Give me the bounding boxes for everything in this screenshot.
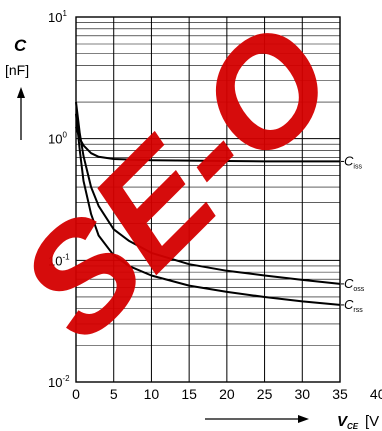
x-axis-symbol: V (337, 413, 349, 430)
x-tick-label: 15 (181, 386, 197, 402)
series-label-text: Ciss (344, 153, 362, 170)
x-tick-label: 10 (144, 386, 160, 402)
series-curve-iss (75, 126, 340, 163)
y-tick-label: 10-2 (48, 374, 70, 390)
x-axis-unit: [V (365, 413, 379, 430)
x-tick-label: 40 (370, 386, 382, 402)
x-axis-subscript: CE (347, 422, 359, 431)
y-tick-label: 100 (48, 131, 67, 147)
series-curve-rss (75, 113, 341, 306)
plot-frame (75, 16, 341, 383)
y-tick-label: 101 (48, 9, 67, 25)
watermark-text: SE-O (0, 0, 366, 371)
x-tick-label: 20 (219, 386, 235, 402)
x-tick-label: 35 (332, 386, 348, 402)
watermark: SE-O (0, 0, 366, 371)
x-tick-label: 30 (294, 386, 310, 402)
x-axis-arrow (205, 415, 309, 423)
series-label-text: Coss (344, 276, 365, 293)
x-tick-label: 0 (72, 386, 80, 402)
y-axis-symbol: C (14, 36, 27, 55)
y-axis-arrow (17, 87, 25, 140)
svg-text:VCE: VCE (337, 413, 359, 431)
series-label-oss: Coss (341, 276, 365, 293)
y-tick-label: 10-1 (48, 252, 70, 268)
x-tick-label: 25 (257, 386, 273, 402)
series-label-rss: Crss (341, 297, 363, 314)
series-label-iss: Ciss (341, 153, 362, 170)
x-tick-label: 5 (110, 386, 118, 402)
chart-grid (75, 16, 341, 383)
x-axis-title: VCE [V (337, 413, 379, 431)
y-axis-unit: [nF] (5, 62, 29, 78)
y-axis-title: C [nF] (5, 36, 29, 78)
series-labels: Ciss Coss Crss (341, 153, 365, 314)
series-curve-oss (75, 101, 341, 285)
chart-tick-labels: 0 5 10 15 20 25 30 35 40 101 100 10-1 10-2 (48, 9, 382, 402)
chart-curves (75, 101, 341, 306)
series-label-text: Crss (344, 297, 363, 314)
